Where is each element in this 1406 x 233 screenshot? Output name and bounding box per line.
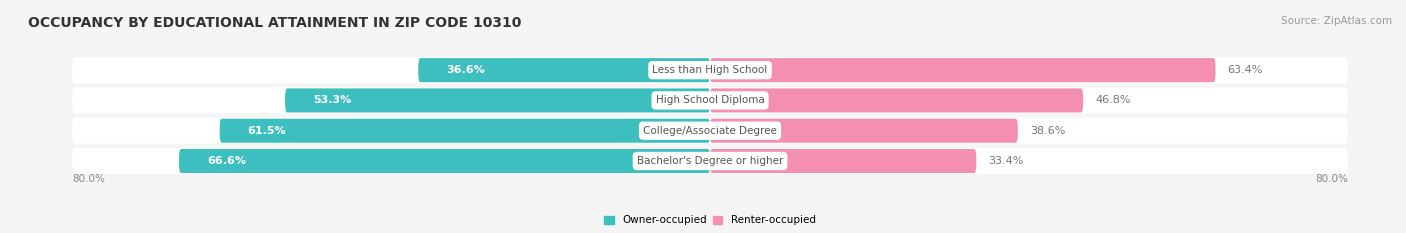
FancyBboxPatch shape (710, 88, 1083, 113)
Text: 36.6%: 36.6% (446, 65, 485, 75)
Text: 80.0%: 80.0% (72, 174, 105, 184)
Text: Bachelor's Degree or higher: Bachelor's Degree or higher (637, 156, 783, 166)
FancyBboxPatch shape (179, 149, 710, 173)
Text: 80.0%: 80.0% (1315, 174, 1348, 184)
FancyBboxPatch shape (72, 148, 1348, 174)
Text: 38.6%: 38.6% (1029, 126, 1066, 136)
Text: Source: ZipAtlas.com: Source: ZipAtlas.com (1281, 16, 1392, 26)
FancyBboxPatch shape (710, 119, 1018, 143)
Text: 33.4%: 33.4% (988, 156, 1024, 166)
FancyBboxPatch shape (72, 87, 1348, 113)
Text: College/Associate Degree: College/Associate Degree (643, 126, 778, 136)
Text: 61.5%: 61.5% (247, 126, 287, 136)
FancyBboxPatch shape (710, 149, 976, 173)
FancyBboxPatch shape (710, 58, 1216, 82)
Text: OCCUPANCY BY EDUCATIONAL ATTAINMENT IN ZIP CODE 10310: OCCUPANCY BY EDUCATIONAL ATTAINMENT IN Z… (28, 16, 522, 30)
FancyBboxPatch shape (72, 118, 1348, 144)
Text: 46.8%: 46.8% (1095, 96, 1130, 105)
FancyBboxPatch shape (72, 57, 1348, 83)
FancyBboxPatch shape (285, 88, 710, 113)
Legend: Owner-occupied, Renter-occupied: Owner-occupied, Renter-occupied (600, 211, 820, 230)
Text: Less than High School: Less than High School (652, 65, 768, 75)
Text: High School Diploma: High School Diploma (655, 96, 765, 105)
Text: 53.3%: 53.3% (314, 96, 352, 105)
FancyBboxPatch shape (418, 58, 710, 82)
FancyBboxPatch shape (219, 119, 710, 143)
Text: 63.4%: 63.4% (1227, 65, 1263, 75)
Text: 66.6%: 66.6% (207, 156, 246, 166)
